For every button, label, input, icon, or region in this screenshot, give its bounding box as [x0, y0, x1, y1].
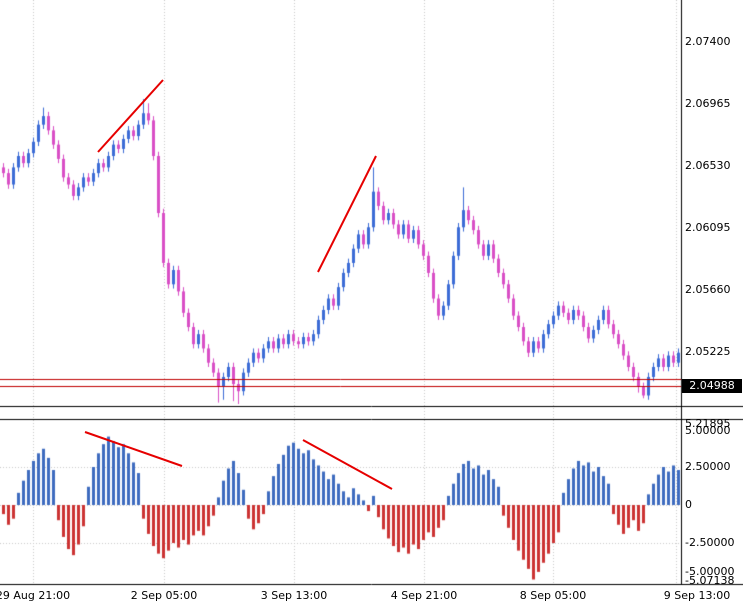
time-axis-label: 29 Aug 21:00 [0, 589, 71, 602]
time-axis-label: 2 Sep 05:00 [130, 589, 198, 602]
time-axis-label: 9 Sep 13:00 [663, 589, 731, 602]
price-axis-label: 2.06965 [685, 97, 731, 110]
trendline-1[interactable] [97, 79, 164, 153]
indicator-axis-label: -5.07138 [685, 574, 735, 587]
indicator-axis-label: 0 [685, 498, 692, 511]
price-axis-label: 2.06095 [685, 221, 731, 234]
price-axis-label: 2.06530 [685, 159, 731, 172]
price-axis-label: 2.05660 [685, 283, 731, 296]
indicator-axis-label: -5.00000 [685, 565, 735, 578]
pane-separator[interactable] [0, 405, 743, 420]
indicator-axis-label: 5.21895 [685, 417, 731, 430]
indicator-axis-label: 2.50000 [685, 460, 731, 473]
indicator-axis-label: -2.50000 [685, 536, 735, 549]
current-price-tag: 2.04988 [682, 379, 742, 393]
indicator-axis-label: 5.00000 [685, 424, 731, 437]
time-axis-label: 8 Sep 05:00 [519, 589, 587, 602]
time-axis-label: 4 Sep 21:00 [390, 589, 458, 602]
trendline-2[interactable] [317, 155, 377, 273]
price-axis-label: 2.07400 [685, 35, 731, 48]
trendline-4[interactable] [302, 439, 393, 490]
trendline-3[interactable] [84, 431, 183, 467]
price-axis-label: 2.05225 [685, 345, 731, 358]
time-axis-label: 3 Sep 13:00 [260, 589, 328, 602]
